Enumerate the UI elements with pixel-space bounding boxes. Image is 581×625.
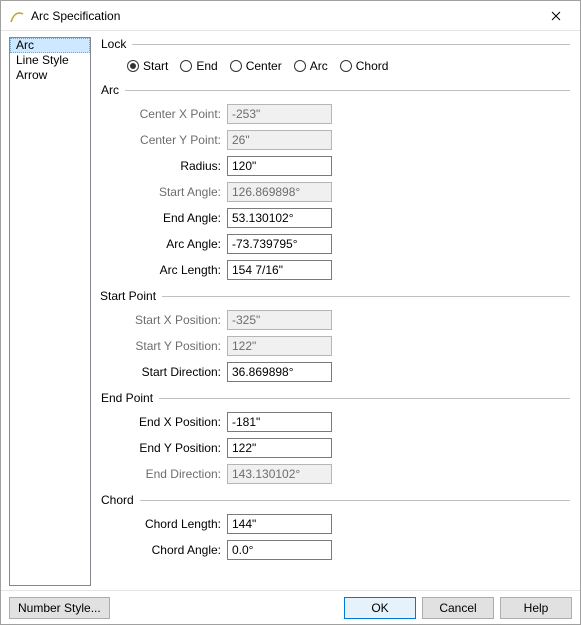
group-arc: Arc Center X Point: Center Y Point: Radius… [101, 83, 570, 283]
lock-radio-end[interactable]: End [180, 59, 217, 73]
field-label: Center X Point: [117, 107, 227, 121]
field-row: End Y Position: [117, 435, 570, 461]
lock-radio-start[interactable]: Start [127, 59, 168, 73]
lock-radio-row: Start End Center Arc Chord [117, 55, 570, 77]
radio-label: Arc [310, 59, 328, 73]
field-label: Chord Length: [117, 517, 227, 531]
group-lock-title: Lock [101, 37, 132, 51]
field-label: End Y Position: [117, 441, 227, 455]
field-row: Center Y Point: [117, 127, 570, 153]
radio-label: Start [143, 59, 168, 73]
group-chord: Chord Chord Length: Chord Angle: [101, 493, 570, 563]
field-label: Start Direction: [117, 365, 227, 379]
chord-input-1[interactable] [227, 540, 332, 560]
group-arc-title: Arc [101, 83, 125, 97]
collapse-handle-icon[interactable] [95, 292, 96, 301]
close-icon [551, 11, 561, 21]
field-row: Center X Point: [117, 101, 570, 127]
field-label: Center Y Point: [117, 133, 227, 147]
start-input-1 [227, 336, 332, 356]
arc-input-5[interactable] [227, 234, 332, 254]
field-label: Start Y Position: [117, 339, 227, 353]
radio-icon [180, 60, 192, 72]
field-label: Radius: [117, 159, 227, 173]
arc-input-6[interactable] [227, 260, 332, 280]
field-row: End Angle: [117, 205, 570, 231]
field-row: End X Position: [117, 409, 570, 435]
lock-radio-chord[interactable]: Chord [340, 59, 389, 73]
start-input-2[interactable] [227, 362, 332, 382]
sidebar-item-arrow[interactable]: Arrow [10, 68, 90, 83]
radio-icon [127, 60, 139, 72]
form-panel: Lock Start End Center Arc Chord Arc Center X… [95, 31, 580, 590]
ok-button[interactable]: OK [344, 597, 416, 619]
field-row: Start Direction: [117, 359, 570, 385]
content: ArcLine StyleArrow Lock StartEndCenterAr… [1, 31, 580, 590]
arc-input-2[interactable] [227, 156, 332, 176]
title-bar: Arc Specification [1, 1, 580, 31]
help-button[interactable]: Help [500, 597, 572, 619]
cancel-button[interactable]: Cancel [422, 597, 494, 619]
field-row: Chord Angle: [117, 537, 570, 563]
window-title: Arc Specification [31, 9, 536, 23]
lock-radio-center[interactable]: Center [230, 59, 282, 73]
arc-input-3 [227, 182, 332, 202]
field-row: Start X Position: [117, 307, 570, 333]
group-start-point: Start Point Start X Position: Start Y Pos… [101, 289, 570, 385]
field-label: Chord Angle: [117, 543, 227, 557]
radio-label: End [196, 59, 217, 73]
category-sidebar[interactable]: ArcLine StyleArrow [9, 37, 91, 586]
field-label: End Angle: [117, 211, 227, 225]
sidebar-item-line-style[interactable]: Line Style [10, 53, 90, 68]
field-label: Start X Position: [117, 313, 227, 327]
app-icon [9, 8, 25, 24]
field-row: Radius: [117, 153, 570, 179]
chord-input-0[interactable] [227, 514, 332, 534]
field-row: Arc Angle: [117, 231, 570, 257]
field-row: Start Angle: [117, 179, 570, 205]
radio-icon [340, 60, 352, 72]
field-label: Arc Angle: [117, 237, 227, 251]
arc-input-1 [227, 130, 332, 150]
group-end-point: End Point End X Position: End Y Position:… [101, 391, 570, 487]
field-row: Chord Length: [117, 511, 570, 537]
field-row: Start Y Position: [117, 333, 570, 359]
end-input-2 [227, 464, 332, 484]
end-input-1[interactable] [227, 438, 332, 458]
start-input-0 [227, 310, 332, 330]
button-bar: Number Style... OK Cancel Help [1, 590, 580, 624]
field-row: End Direction: [117, 461, 570, 487]
field-label: End X Position: [117, 415, 227, 429]
group-start-title: Start Point [100, 289, 162, 303]
group-chord-title: Chord [101, 493, 140, 507]
lock-radio-arc[interactable]: Arc [294, 59, 328, 73]
radio-label: Chord [356, 59, 389, 73]
radio-icon [294, 60, 306, 72]
field-label: Start Angle: [117, 185, 227, 199]
field-label: Arc Length: [117, 263, 227, 277]
field-label: End Direction: [117, 467, 227, 481]
number-style-button[interactable]: Number Style... [9, 597, 110, 619]
group-lock: Lock Start End Center Arc Chord [101, 37, 570, 77]
arc-input-0 [227, 104, 332, 124]
close-button[interactable] [536, 2, 576, 30]
group-end-title: End Point [101, 391, 159, 405]
radio-label: Center [246, 59, 282, 73]
radio-icon [230, 60, 242, 72]
sidebar-item-arc[interactable]: Arc [10, 38, 90, 53]
end-input-0[interactable] [227, 412, 332, 432]
arc-input-4[interactable] [227, 208, 332, 228]
field-row: Arc Length: [117, 257, 570, 283]
